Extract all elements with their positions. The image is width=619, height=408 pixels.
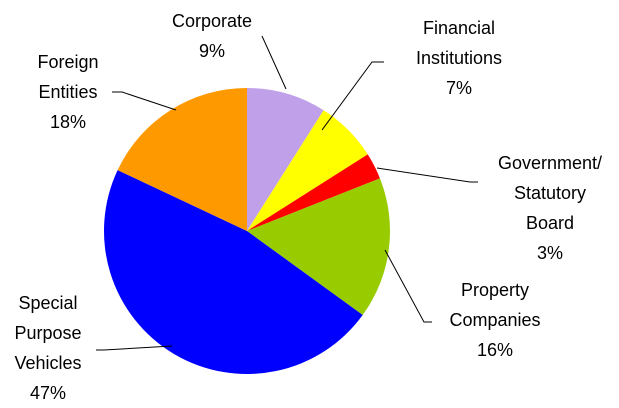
pie-slice [103, 170, 363, 375]
leader-line [96, 345, 173, 351]
slice-label: Property Companies 16% [438, 275, 553, 365]
category-label: Special Purpose Vehicles [14, 293, 82, 373]
value-label: 3% [536, 243, 563, 263]
leader-line [384, 249, 432, 323]
category-label: Financial Institutions [415, 18, 503, 68]
value-label: 18% [49, 112, 87, 132]
pie-slice [247, 154, 380, 231]
value-label: 7% [445, 78, 472, 98]
pie-slice [247, 178, 391, 316]
slice-label: Financial Institutions 7% [402, 13, 517, 103]
value-label: 16% [476, 340, 514, 360]
value-label: 47% [29, 383, 67, 403]
slice-label: Government/ Statutory Board 3% [490, 148, 610, 268]
value-label: 9% [198, 41, 225, 61]
category-label: Government/ Statutory Board [497, 153, 603, 233]
category-label: Property Companies [449, 280, 541, 330]
leader-line [261, 35, 287, 90]
leader-lines [96, 35, 478, 351]
category-label: Corporate [171, 11, 253, 31]
slice-label: Special Purpose Vehicles 47% [3, 288, 93, 408]
leader-line [112, 91, 177, 111]
slice-label: Foreign Entities 18% [26, 47, 111, 137]
pie-slice [247, 88, 324, 231]
slice-label: Corporate 9% [157, 6, 267, 66]
leader-line [376, 167, 478, 183]
leader-line [321, 61, 384, 131]
pie-slice [247, 110, 368, 231]
pie-slice [117, 87, 247, 231]
pie [103, 87, 391, 375]
category-label: Foreign Entities [37, 52, 99, 102]
